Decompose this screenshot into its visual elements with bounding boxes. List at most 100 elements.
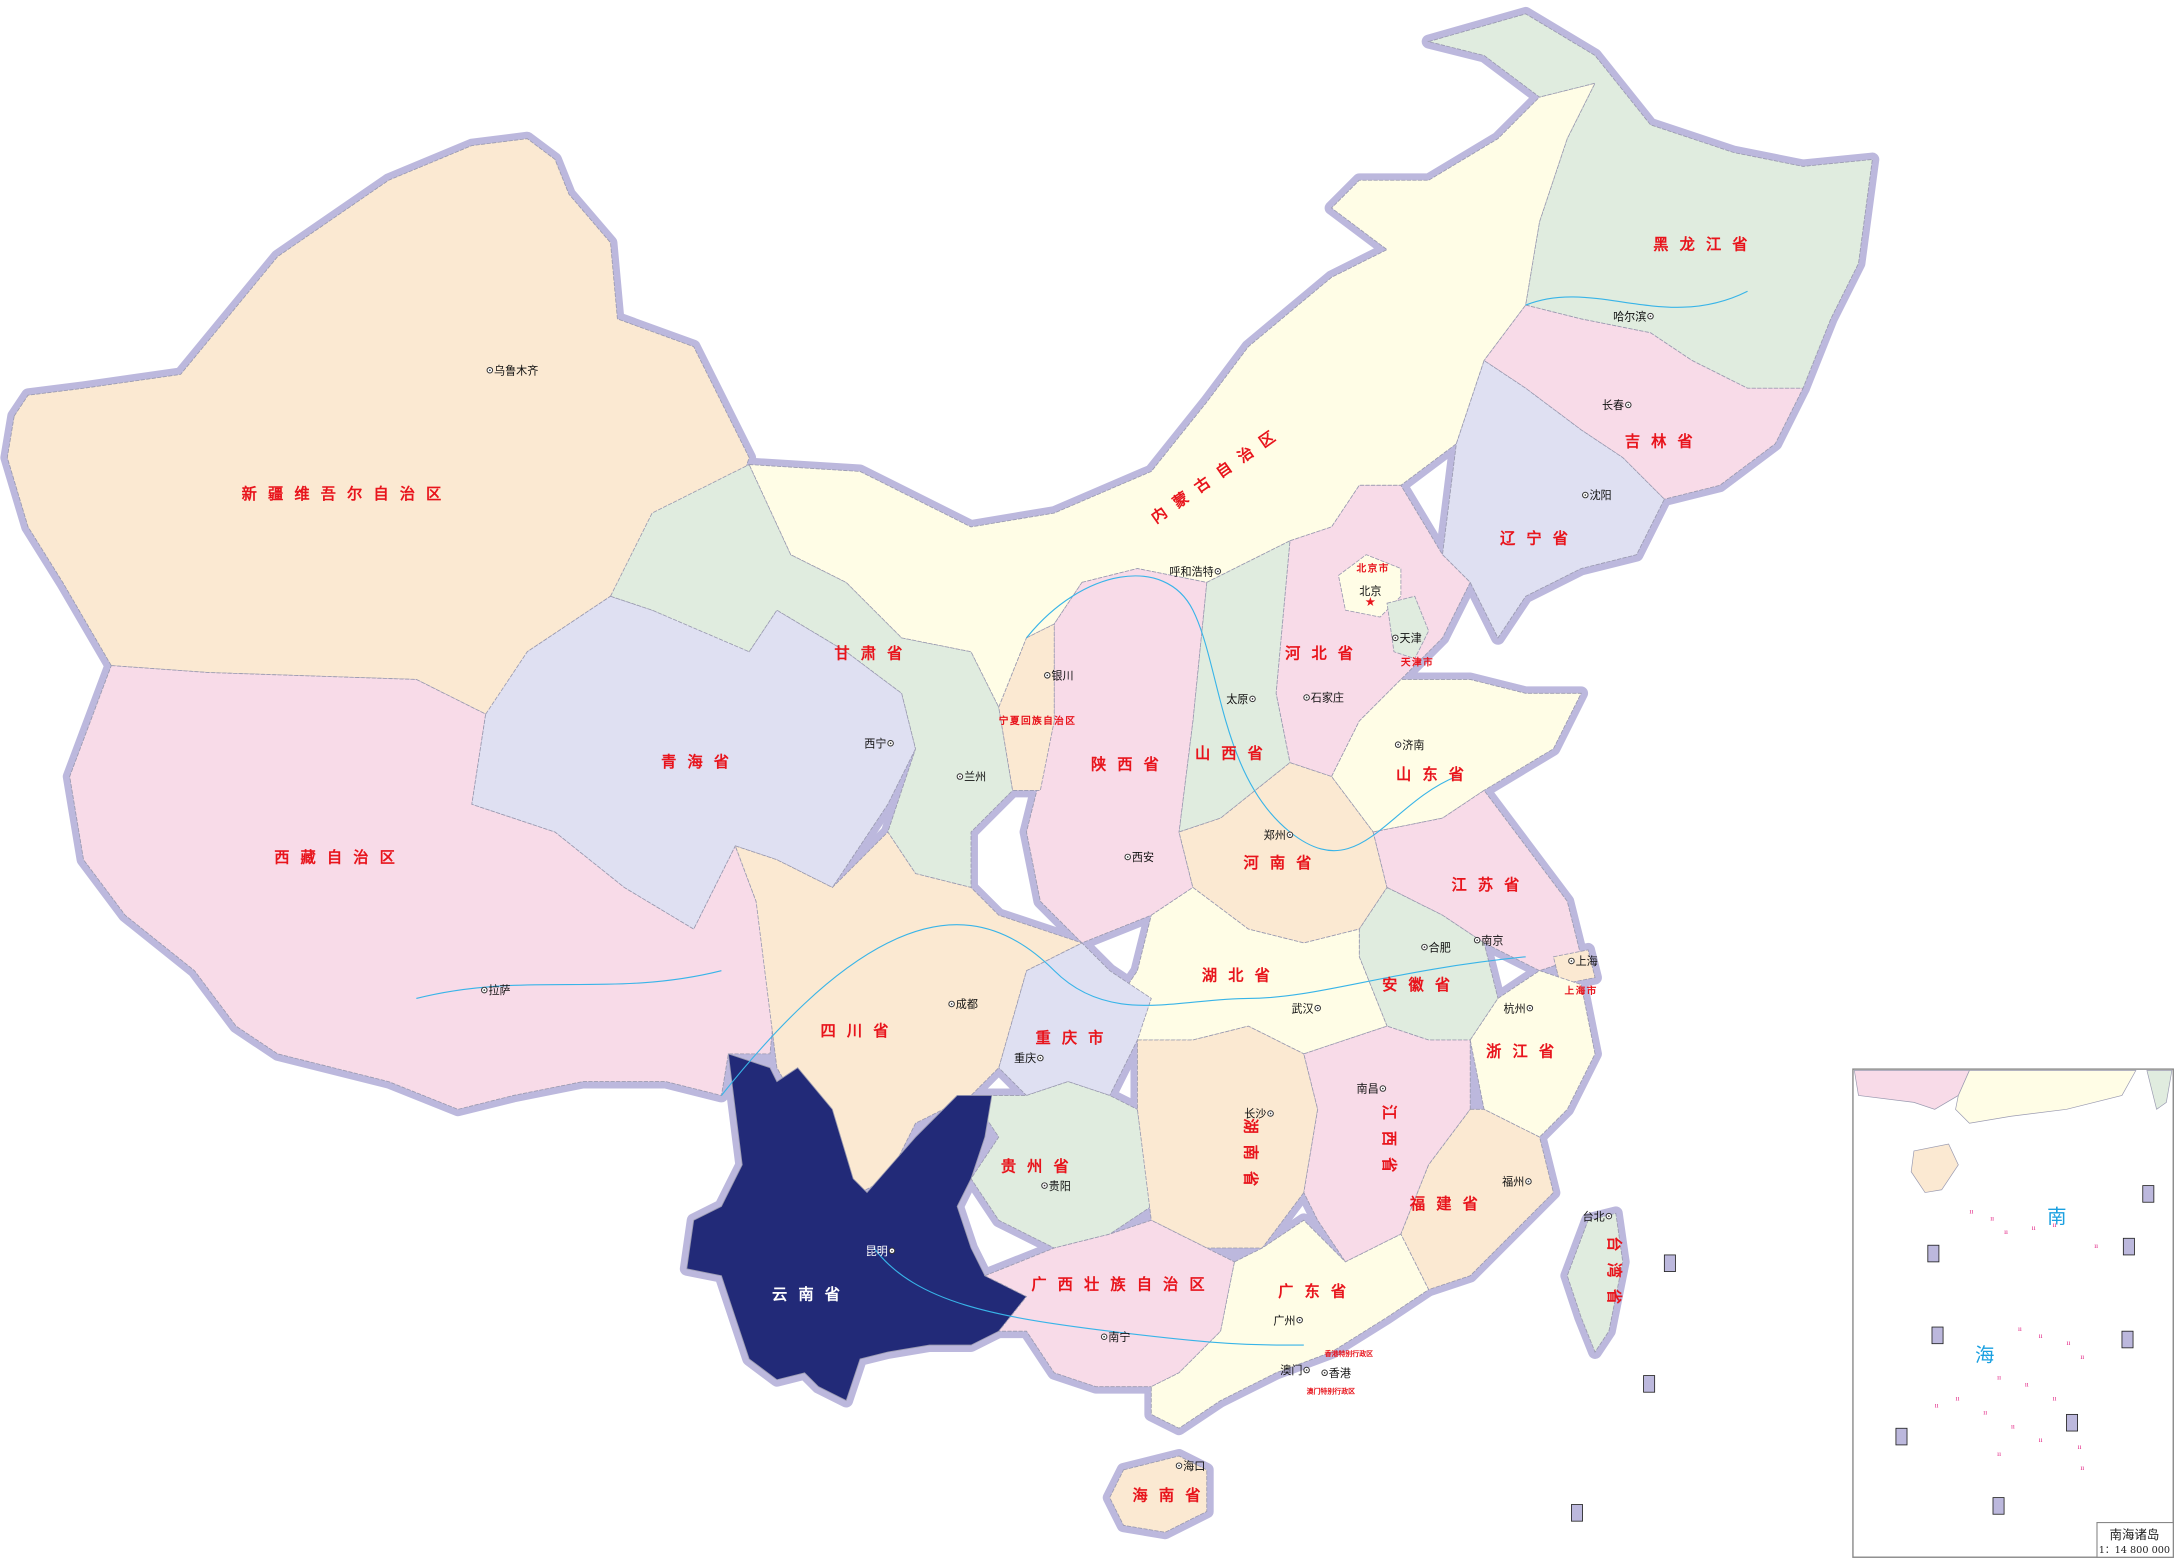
province-xinjiang[interactable]: [6, 138, 750, 715]
city-label-harbin[interactable]: 哈尔滨: [1613, 309, 1646, 323]
province-beijing[interactable]: [1338, 554, 1402, 618]
city-label-shijiazhuang[interactable]: 石家庄: [1311, 691, 1344, 705]
city-label-haikou[interactable]: 海口: [1183, 1459, 1205, 1473]
inset-hainan: [1910, 1143, 1959, 1193]
city-label-xian[interactable]: 西安: [1132, 850, 1154, 864]
city-marker-dot: [1103, 1335, 1105, 1338]
city-label-shanghai[interactable]: 上海: [1576, 954, 1598, 968]
river: [873, 1247, 1304, 1346]
city-label-nanning[interactable]: 南宁: [1108, 1330, 1130, 1344]
city-label-hangzhou[interactable]: 杭州: [1504, 1001, 1526, 1015]
island-marker-icon: ıı: [1997, 1375, 2001, 1382]
province-ningxia[interactable]: [998, 623, 1055, 791]
province-label-shandong: 山东省: [1396, 765, 1475, 783]
city-label-yinchuan[interactable]: 银川: [1051, 668, 1073, 682]
province-hainan[interactable]: [1109, 1455, 1208, 1533]
inset-title: 南海诸岛: [2109, 1527, 2159, 1542]
city-label-hohhot[interactable]: 呼和浩特: [1169, 564, 1213, 578]
boundary-dash: [1663, 1254, 1676, 1272]
city-label-nanchang[interactable]: 南昌: [1357, 1083, 1379, 1096]
province-shanghai[interactable]: [1552, 949, 1596, 986]
city-label-changchun[interactable]: 长春: [1602, 399, 1624, 412]
city-label-chongqing[interactable]: 重庆: [1014, 1051, 1036, 1065]
province-label-anhui: 安徽省: [1382, 976, 1461, 994]
city-marker-dot: [1397, 743, 1399, 746]
city-marker-dot: [1527, 1180, 1530, 1183]
inset-frame: [1852, 1068, 2174, 1558]
city-label-fuzhou[interactable]: 福州: [1502, 1175, 1524, 1189]
city-label-taiyuan[interactable]: 太原: [1226, 693, 1248, 706]
province-guangxi[interactable]: [983, 1219, 1235, 1388]
province-label-fujian: 福建省: [1409, 1195, 1489, 1213]
city-label-beijing[interactable]: 北京: [1359, 584, 1381, 598]
province-label-hainan: 海南省: [1133, 1486, 1212, 1504]
city-label-macau[interactable]: 澳门: [1280, 1363, 1302, 1377]
province-label-heilongjiang: 黑龙江省: [1653, 236, 1758, 254]
inset-guangdong: [1955, 1070, 2137, 1124]
rivers-layer: [416, 290, 1748, 1346]
city-label-guiyang[interactable]: 贵阳: [1049, 1180, 1071, 1193]
inset-taiwan: [2146, 1070, 2173, 1110]
city-label-tianjin[interactable]: 天津: [1399, 632, 1421, 645]
city-marker-dot: [1649, 315, 1652, 317]
province-label-henan: 河南省: [1244, 854, 1323, 872]
city-label-xining[interactable]: 西宁: [864, 736, 886, 750]
inset-sea-label-south: 南: [2047, 1205, 2066, 1228]
city-label-guangzhou[interactable]: 广州: [1273, 1314, 1295, 1327]
province-label-yunnan: 云南省: [772, 1285, 851, 1303]
province-label-guangxi: 广西壮族自治区: [1031, 1276, 1215, 1294]
province-yunnan[interactable]: [686, 1053, 1028, 1402]
city-label-nanjing[interactable]: 南京: [1481, 933, 1503, 947]
province-label-jiangsu: 江苏省: [1452, 876, 1531, 894]
island-marker-icon: ıı: [1997, 1451, 2001, 1458]
city-label-changsha[interactable]: 长沙: [1244, 1108, 1266, 1121]
city-label-taipei[interactable]: 台北: [1583, 1209, 1605, 1223]
city-marker-dot: [1382, 1087, 1384, 1090]
city-marker-dot: [950, 1003, 953, 1005]
city-marker-dot: [1039, 1057, 1042, 1059]
city-marker-dot: [1178, 1464, 1180, 1467]
boundary-dash: [2066, 1413, 2078, 1432]
province-shanxi[interactable]: [1178, 540, 1291, 833]
province-taiwan[interactable]: [1566, 1212, 1624, 1353]
city-marker-dot: [1529, 1007, 1531, 1009]
city-label-wuhan[interactable]: 武汉: [1291, 1002, 1313, 1015]
city-marker-dot: [1217, 570, 1219, 573]
city-label-urumqi[interactable]: 乌鲁木齐: [494, 363, 538, 377]
province-liaoning[interactable]: [1442, 359, 1665, 639]
city-label-hefei[interactable]: 合肥: [1429, 940, 1451, 954]
province-jilin[interactable]: [1483, 304, 1804, 500]
province-fujian[interactable]: [1400, 1108, 1554, 1291]
city-marker-dot: [959, 775, 961, 778]
city-label-lhasa[interactable]: 拉萨: [488, 983, 510, 997]
province-chongqing[interactable]: [998, 942, 1152, 1096]
island-marker-icon: ıı: [2004, 1229, 2008, 1236]
city-label-hongkong[interactable]: 香港: [1329, 1367, 1351, 1380]
capital-star-icon: ★: [1365, 595, 1376, 609]
city-label-shenyang[interactable]: 沈阳: [1589, 488, 1611, 502]
province-guangdong[interactable]: [1150, 1219, 1430, 1429]
province-label-liaoning: 辽宁省: [1500, 530, 1579, 548]
province-label-sichuan: 四川省: [821, 1022, 900, 1040]
city-label-lanzhou[interactable]: 兰州: [964, 771, 986, 784]
island-marker-icon: ıı: [1983, 1409, 1987, 1416]
city-label-kunming[interactable]: 昆明: [866, 1245, 888, 1258]
province-label-taiwan: 台湾省: [1605, 1236, 1623, 1315]
province-tianjin[interactable]: [1386, 595, 1430, 660]
province-label-xinjiang: 新疆维吾尔自治区: [242, 485, 453, 503]
city-label-chengdu[interactable]: 成都: [956, 998, 978, 1011]
province-label-guizhou: 贵州省: [1001, 1158, 1080, 1176]
city-label-zhengzhou[interactable]: 郑州: [1264, 828, 1286, 842]
province-label-hubei: 湖北省: [1202, 966, 1281, 984]
province-label-gansu: 甘肃省: [834, 645, 913, 663]
city-marker-dot: [483, 989, 486, 991]
city-label-jinan[interactable]: 济南: [1402, 738, 1424, 752]
city-marker-dot: [891, 1249, 893, 1252]
city-marker-dot: [1608, 1215, 1610, 1217]
province-label-hunan: 湖南省: [1242, 1118, 1260, 1197]
island-marker-icon: ıı: [1956, 1396, 1960, 1403]
province-label-jilin: 吉林省: [1625, 433, 1704, 451]
city-marker-dot: [1316, 1007, 1319, 1009]
province-guizhou[interactable]: [970, 1081, 1152, 1249]
